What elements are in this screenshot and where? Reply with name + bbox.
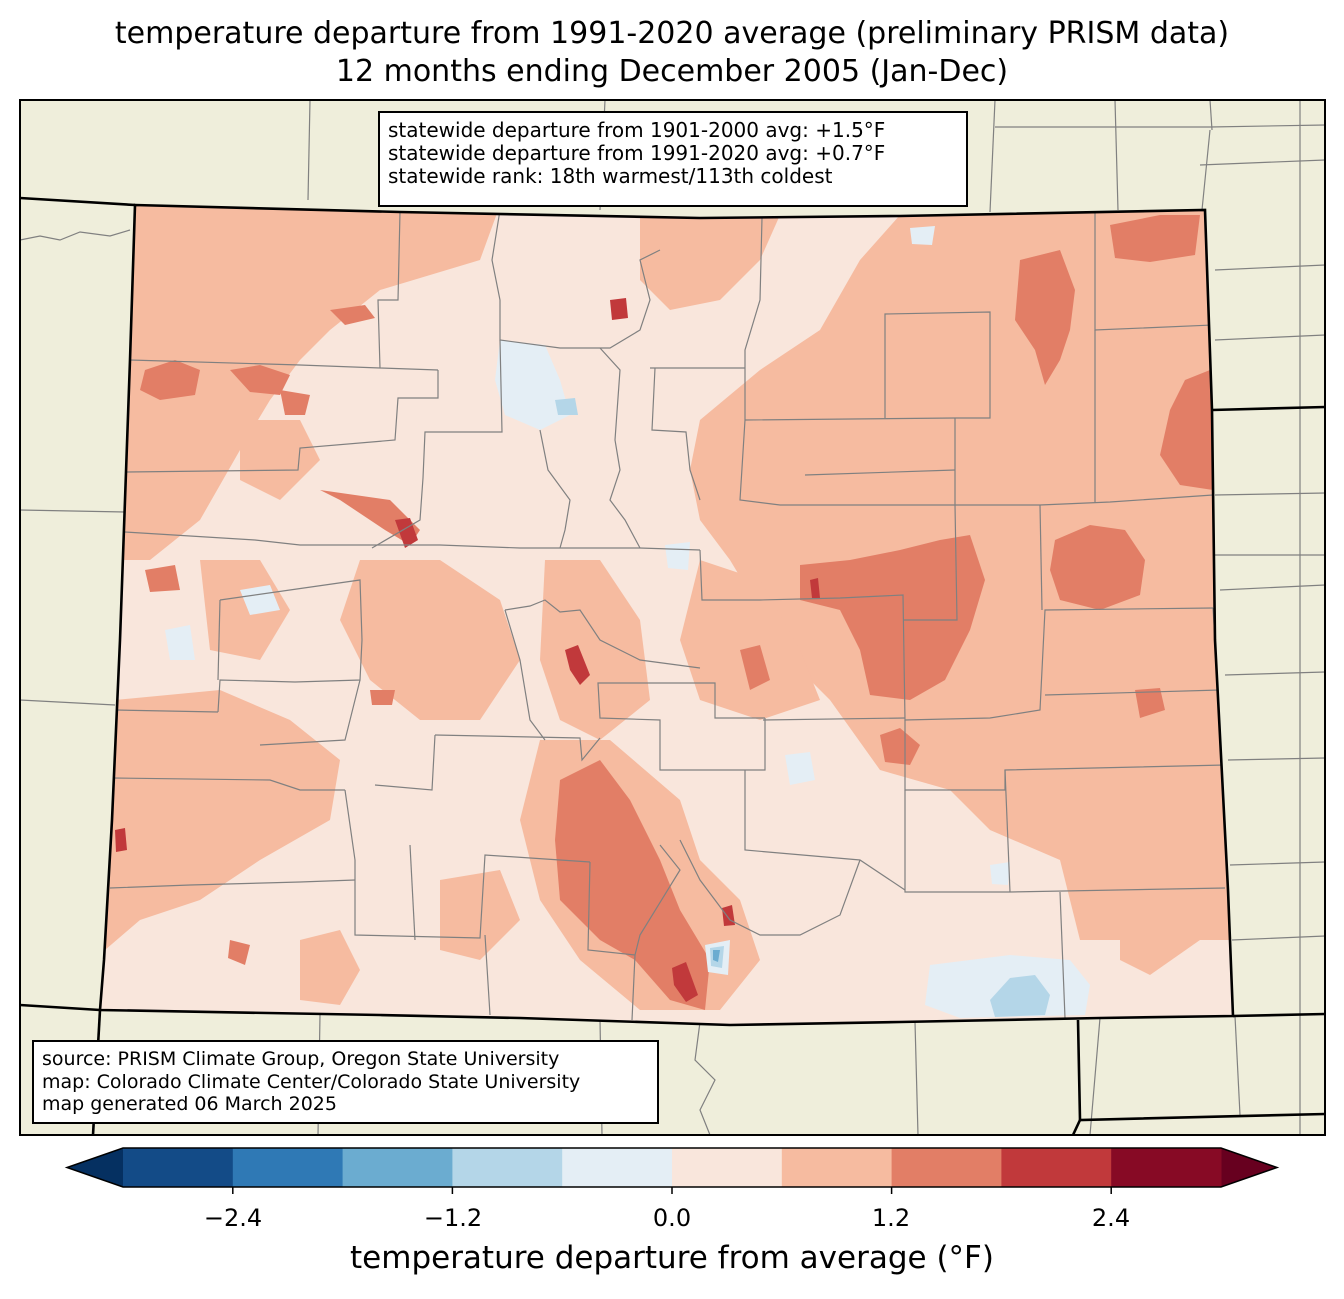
source-line: source: PRISM Climate Group, Oregon Stat… [42, 1048, 560, 1070]
map-subtitle: 12 months ending December 2005 (Jan-Dec) [335, 54, 1009, 89]
stat-rank: statewide rank: 18th warmest/113th colde… [388, 164, 833, 188]
stat-1991-2020: statewide departure from 1991-2020 avg: … [388, 141, 886, 165]
map-frame [19, 99, 1326, 1136]
colorbar-label: temperature departure from average (°F) [350, 1240, 994, 1276]
colorbar-outline [64, 1147, 1280, 1188]
colorbar-bin [672, 1148, 783, 1187]
colorbar-tick-label: 2.4 [1091, 1204, 1131, 1232]
colorbar-tick-label: −1.2 [423, 1204, 483, 1232]
colorbar-tick-label: 1.2 [871, 1204, 911, 1232]
colorbar-bin [123, 1148, 234, 1187]
source-box: source: PRISM Climate Group, Oregon Stat… [32, 1040, 659, 1124]
statewide-stats-box: statewide departure from 1901-2000 avg: … [378, 111, 968, 207]
colorado-county-lines [109, 209, 1226, 1021]
map-title: temperature departure from 1991-2020 ave… [114, 16, 1230, 51]
colorbar-bin [891, 1148, 1002, 1187]
colorbar-tick-label: −2.4 [203, 1204, 263, 1232]
colorbar [64, 1147, 1280, 1194]
colorbar-bin [781, 1148, 893, 1187]
colorbar-bin [232, 1148, 344, 1187]
colorbar-bin [452, 1148, 563, 1187]
stat-1901-2000: statewide departure from 1901-2000 avg: … [388, 118, 886, 142]
colorbar-bin [562, 1148, 673, 1187]
colorbar-tick-label: 0.0 [652, 1204, 692, 1232]
map-credit-line: map: Colorado Climate Center/Colorado St… [42, 1070, 581, 1093]
colorbar-bin [1111, 1148, 1222, 1187]
colorbar-bin [1001, 1148, 1112, 1187]
generated-date-line: map generated 06 March 2025 [42, 1093, 337, 1115]
colorbar-over-arrow [1221, 1148, 1277, 1187]
state-borders [20, 196, 1325, 1135]
colorbar-under-arrow [67, 1148, 123, 1187]
temperature-field [100, 205, 1233, 1025]
colorbar-bin [342, 1148, 453, 1187]
